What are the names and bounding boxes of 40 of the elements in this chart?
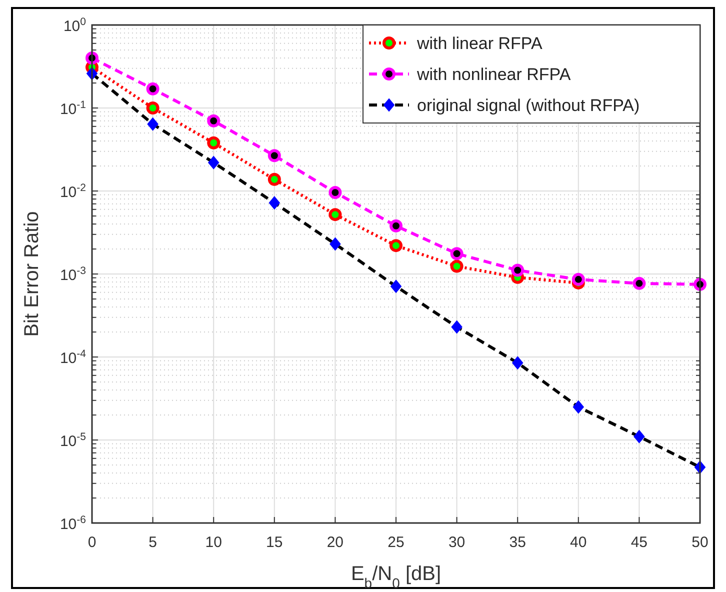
legend-label: with linear RFPA: [416, 34, 543, 53]
y-tick-label: 10$^{0}$: [63, 16, 86, 35]
x-tick-label: 40: [570, 534, 587, 551]
point: [572, 272, 585, 286]
x-tick-label: 30: [448, 534, 466, 551]
x-tick-label: 15: [266, 534, 283, 551]
point: [450, 247, 464, 260]
point: [694, 278, 706, 291]
legend-label: original signal (without RFPA): [417, 96, 640, 115]
x-tick-label: 50: [692, 534, 708, 551]
y-tick-label: 10$^{-4}$: [60, 348, 86, 367]
point: [207, 136, 220, 150]
point: [146, 102, 160, 114]
x-tick-label: 35: [509, 534, 526, 551]
point: [450, 260, 464, 273]
y-tick-label: 10$^{-1}$: [60, 99, 86, 118]
point: [207, 114, 220, 128]
x-tick-label: 45: [630, 534, 648, 551]
y-axis-title: Bit Error Ratio: [21, 211, 43, 337]
x-tick-label: 5: [148, 534, 157, 551]
y-tick-label: 10$^{-2}$: [60, 182, 86, 201]
point: [328, 208, 342, 222]
y-tick-label: 10$^{-6}$: [60, 514, 86, 533]
point: [146, 82, 160, 96]
x-tick-label: 20: [326, 534, 344, 551]
point: [511, 264, 524, 277]
x-tick-label: 25: [388, 534, 404, 551]
y-tick-label: 10$^{-3}$: [60, 265, 86, 284]
point: [390, 219, 402, 232]
point: [390, 239, 402, 252]
x-axis-title: E$_{b}$/N$_{0}$ [dB]: [350, 563, 442, 591]
point: [268, 149, 281, 162]
y-tick-label: 10$^{-5}$: [60, 431, 86, 450]
point: [632, 276, 646, 290]
point: [86, 52, 98, 65]
x-tick-label: 10: [205, 534, 222, 551]
point: [268, 172, 281, 186]
point: [328, 186, 342, 199]
legend-label: with nonlinear RFPA: [416, 65, 572, 84]
x-tick-label: 0: [88, 534, 96, 551]
